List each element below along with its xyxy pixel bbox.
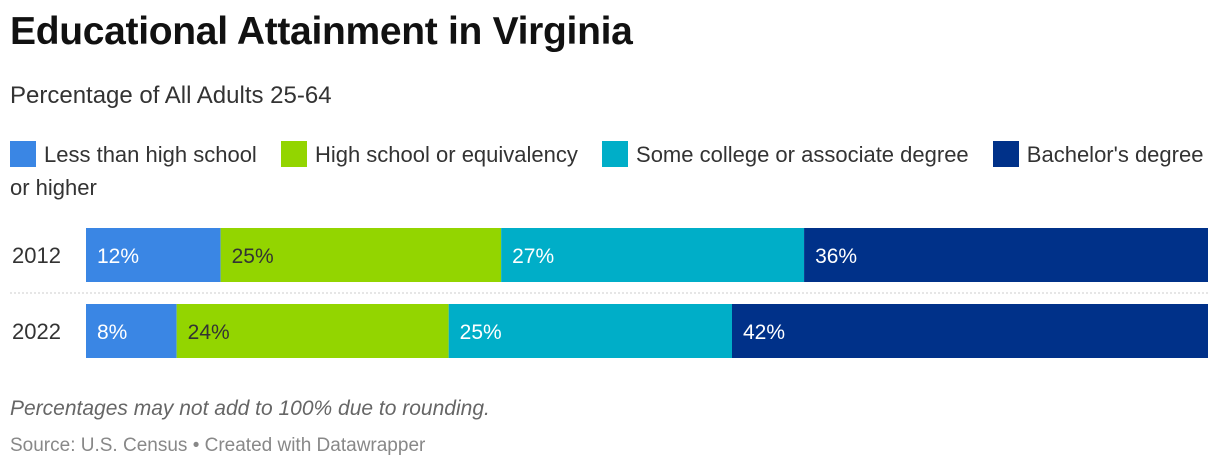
legend-label: Bachelor's degree or higher <box>10 142 1204 200</box>
category-label: 2022 <box>12 319 61 344</box>
legend-swatch <box>602 141 629 167</box>
data-label: 12% <box>97 245 139 268</box>
data-label: 36% <box>815 245 857 268</box>
legend-item-bachelors: Bachelor's degree or higher <box>10 141 1204 200</box>
source-line: Source: U.S. Census • Created with Dataw… <box>10 435 426 456</box>
legend: Less than high school High school or equ… <box>10 138 1220 204</box>
legend-item-less-than-high-school: Less than high school <box>10 141 257 167</box>
chart-title: Educational Attainment in Virginia <box>10 10 633 53</box>
legend-swatch <box>280 141 307 167</box>
data-label: 24% <box>188 321 230 344</box>
legend-label: Less than high school <box>44 142 257 167</box>
bar-segment <box>501 228 805 282</box>
bar-segment <box>448 304 732 358</box>
data-label: 42% <box>743 321 785 344</box>
bar-segment <box>220 228 502 282</box>
legend-swatch <box>992 141 1019 167</box>
legend-item-some-college: Some college or associate degree <box>602 141 969 167</box>
data-label: 25% <box>232 245 274 268</box>
legend-swatch <box>10 141 36 167</box>
stacked-bar-chart: 2012 12% 25% 27% 36% 2022 8% 24% 25% 42% <box>10 228 1208 358</box>
data-label: 8% <box>97 321 127 344</box>
footnote: Percentages may not add to 100% due to r… <box>10 397 490 420</box>
bar-segment <box>86 228 221 282</box>
bar-segment <box>176 304 449 358</box>
legend-label: Some college or associate degree <box>636 142 969 167</box>
legend-item-high-school: High school or equivalency <box>280 141 578 167</box>
chart-subtitle: Percentage of All Adults 25-64 <box>10 82 332 109</box>
bar-segment <box>732 304 1208 358</box>
category-label: 2012 <box>12 243 61 268</box>
legend-label: High school or equivalency <box>314 142 578 167</box>
bar-segment <box>804 228 1208 282</box>
bar-segment <box>86 304 177 358</box>
data-label: 27% <box>512 245 554 268</box>
data-label: 25% <box>460 321 502 344</box>
